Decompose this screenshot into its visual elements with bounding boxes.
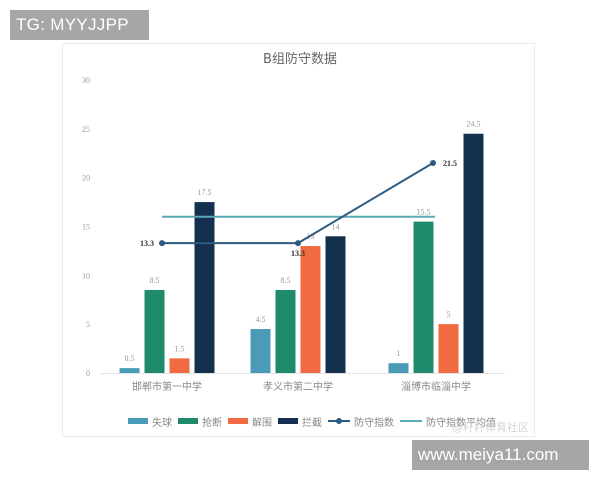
- chart-title: B组防守数据: [263, 52, 337, 67]
- bar-value-label: 17.5: [198, 188, 212, 197]
- defense-index-point: [159, 240, 165, 247]
- defense-index-point: [295, 240, 301, 247]
- bar-3: [325, 236, 346, 373]
- telegram-badge: TG: MYYJJPP: [10, 10, 149, 40]
- y-tick-label: 10: [82, 271, 90, 280]
- legend-item[interactable]: 失球: [128, 414, 172, 429]
- bar-2: [169, 358, 190, 373]
- legend-label: 解围: [252, 417, 272, 429]
- y-tick-label: 30: [82, 76, 90, 85]
- legend-swatch-icon: [128, 418, 148, 424]
- bar-value-label: 1: [397, 349, 401, 358]
- bar-3: [194, 202, 215, 373]
- defense-index-point: [430, 160, 436, 167]
- bar-value-label: 5: [447, 310, 451, 319]
- legend-item[interactable]: 防守指数: [328, 414, 394, 429]
- y-tick-label: 15: [82, 223, 90, 232]
- legend-swatch-icon: [178, 418, 198, 424]
- legend-swatch-icon: [400, 417, 422, 425]
- x-category-label: 淄博市临淄中学: [401, 380, 471, 393]
- bar-value-label: 14: [332, 222, 340, 231]
- y-tick-label: 20: [82, 174, 90, 183]
- legend-item[interactable]: 防守指数平均值: [400, 414, 496, 429]
- bar-1: [144, 289, 165, 373]
- bar-value-label: 1.5: [175, 344, 185, 353]
- bar-3: [463, 133, 484, 373]
- y-tick-label: 0: [86, 369, 90, 378]
- weibo-watermark: @籽籽体育社区: [452, 421, 529, 434]
- bar-value-label: 24.5: [467, 120, 481, 129]
- bar-2: [438, 324, 459, 373]
- legend-item[interactable]: 解围: [228, 414, 272, 429]
- index-label: 13.3: [140, 239, 154, 248]
- bar-value-label: 8.5: [150, 276, 160, 285]
- bar-1: [413, 221, 434, 373]
- index-label: 21.5: [443, 159, 457, 168]
- bar-value-label: 8.5: [281, 276, 291, 285]
- legend-label: 拦截: [302, 417, 322, 429]
- legend-swatch-icon: [328, 417, 350, 425]
- legend-swatch-icon: [228, 418, 248, 424]
- bar-0: [119, 368, 140, 373]
- index-label: 13.3: [291, 249, 305, 258]
- y-tick-label: 25: [82, 125, 90, 134]
- website-badge: www.meiya11.com: [412, 440, 589, 470]
- legend-item[interactable]: 抢断: [178, 414, 222, 429]
- x-category-label: 邯郸市第一中学: [132, 380, 202, 393]
- bar-1: [275, 289, 296, 373]
- bar-0: [388, 363, 409, 373]
- bar-value-label: 4.5: [256, 315, 266, 324]
- y-tick-label: 5: [86, 320, 90, 329]
- bar-value-label: 15.5: [417, 208, 431, 217]
- bar-2: [300, 246, 321, 373]
- chart-legend: 失球 抢断 解围 拦截 防守指数 防守指数平均值: [128, 414, 502, 429]
- bar-0: [250, 329, 271, 373]
- bar-value-label: 0.5: [125, 354, 135, 363]
- legend-label: 抢断: [202, 417, 222, 429]
- legend-label: 防守指数: [354, 417, 394, 429]
- legend-item[interactable]: 拦截: [278, 414, 322, 429]
- legend-swatch-icon: [278, 418, 298, 424]
- legend-label: 防守指数平均值: [426, 417, 496, 429]
- legend-label: 失球: [152, 417, 172, 429]
- x-category-label: 孝义市第二中学: [263, 380, 333, 393]
